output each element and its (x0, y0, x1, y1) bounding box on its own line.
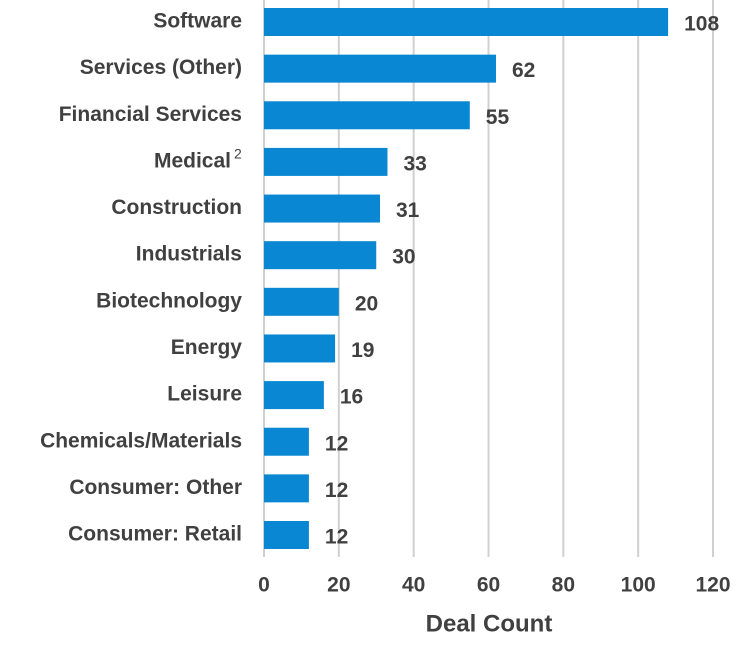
data-label: 55 (486, 106, 510, 129)
y-tick-label: Biotechnology (96, 289, 242, 312)
x-tick-label: 100 (621, 574, 656, 597)
x-tick-label: 120 (695, 574, 730, 597)
y-tick-label: Medical (154, 149, 231, 172)
bar (264, 241, 377, 270)
y-tick-label: Services (Other) (80, 56, 242, 79)
x-tick-label: 80 (552, 574, 575, 597)
x-axis-title: Deal Count (426, 610, 553, 637)
y-tick-label: Software (153, 10, 242, 33)
data-label: 33 (403, 152, 426, 175)
bar (264, 334, 336, 363)
bar (264, 474, 309, 503)
bar (264, 8, 669, 36)
data-label: 62 (512, 59, 535, 82)
y-tick-label: Energy (171, 336, 243, 359)
x-tick-label: 0 (258, 574, 270, 597)
data-label: 16 (340, 386, 363, 409)
x-tick-label: 40 (402, 574, 425, 597)
bar (264, 427, 309, 456)
y-tick-label: Leisure (167, 383, 242, 406)
y-tick-label: Consumer: Other (69, 476, 242, 499)
category-superscript: 2 (234, 146, 242, 162)
bar (264, 381, 324, 410)
data-label: 30 (392, 246, 415, 269)
bar (264, 147, 388, 176)
data-label: 12 (325, 432, 348, 455)
x-tick-label: 20 (327, 574, 350, 597)
bar (264, 521, 309, 549)
data-label: 20 (355, 292, 378, 315)
y-tick-label: Consumer: Retail (68, 523, 242, 546)
bar (264, 287, 339, 316)
y-tick-label: Construction (111, 196, 242, 219)
y-tick-label: Industrials (136, 243, 242, 266)
data-label: 108 (684, 13, 719, 36)
data-label: 12 (325, 526, 348, 549)
bar (264, 101, 470, 130)
bar (264, 194, 380, 223)
x-tick-label: 60 (477, 574, 500, 597)
data-label: 19 (351, 339, 374, 362)
y-tick-label: Chemicals/Materials (40, 429, 242, 452)
data-label: 12 (325, 479, 348, 502)
data-label: 31 (396, 199, 420, 222)
bar (264, 54, 496, 83)
y-tick-label: Financial Services (59, 103, 242, 126)
